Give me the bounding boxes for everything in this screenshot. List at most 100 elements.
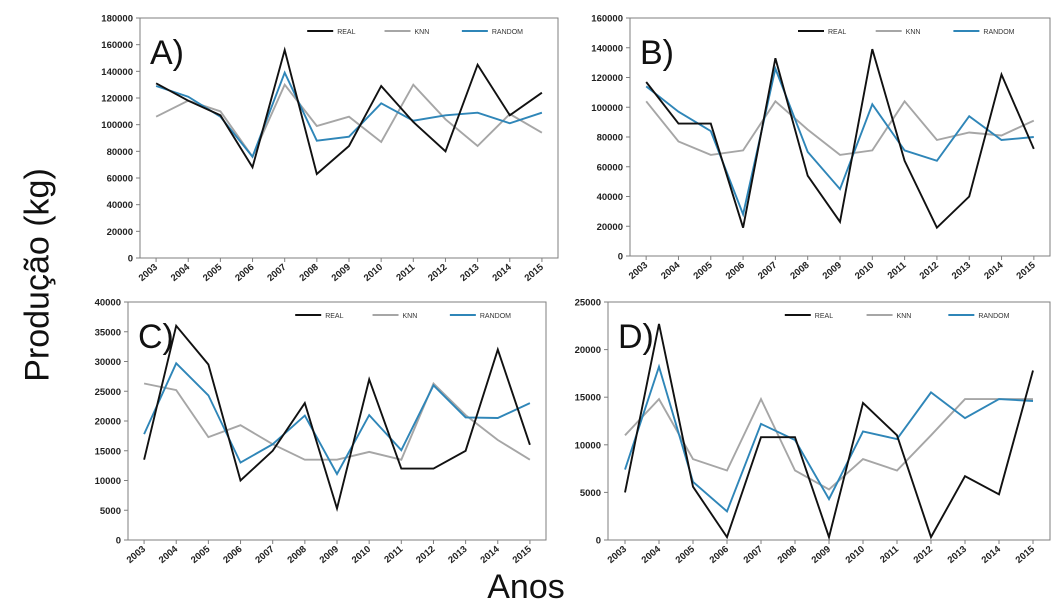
y-tick-label: 140000 <box>591 43 623 54</box>
y-tick-label: 0 <box>618 252 623 263</box>
x-tick-label: 2006 <box>233 262 256 284</box>
legend-label-real: REAL <box>815 313 833 320</box>
x-tick-label: 2015 <box>1014 543 1038 565</box>
series-line-knn <box>645 99 1035 156</box>
series-line-knn <box>624 396 1033 491</box>
x-tick-label: 2013 <box>950 260 973 282</box>
y-tick-label: 25000 <box>95 387 121 398</box>
x-tick-label: 2006 <box>221 544 244 566</box>
y-tick-label: 20000 <box>597 222 623 233</box>
x-tick-label: 2012 <box>918 260 941 282</box>
panel-label: A) <box>150 34 184 72</box>
y-tick-label: 80000 <box>107 147 133 158</box>
y-tick-label: 35000 <box>95 327 121 338</box>
x-tick-label: 2011 <box>886 259 909 281</box>
panel-label: C) <box>138 318 174 356</box>
x-tick-label: 2005 <box>189 543 213 565</box>
panel-c: 0 5000 10000 15000 20000 25000 30000 35000 40000… <box>95 298 547 566</box>
y-tick-label: 120000 <box>591 73 623 84</box>
panel-d: 0 5000 10000 15000 20000 25000 2003 2004 2005 200… <box>575 298 1051 566</box>
x-tick-label: 2012 <box>414 544 437 566</box>
y-tick-label: 10000 <box>95 476 121 487</box>
legend-label-real: REAL <box>828 29 846 36</box>
panel-b: 0 20000 40000 60000 80000 100000 120000 140000 1… <box>591 14 1051 282</box>
plot-frame <box>127 301 547 541</box>
series-line-random <box>624 363 1034 514</box>
y-tick-label: 5000 <box>580 488 601 499</box>
x-tick-label: 2003 <box>627 260 650 282</box>
y-tick-label: 0 <box>596 536 601 547</box>
x-tick-label: 2007 <box>756 260 779 282</box>
series-line-real <box>645 48 1035 230</box>
series-line-real <box>155 46 543 176</box>
x-tick-label: 2009 <box>318 544 341 566</box>
y-tick-label: 25000 <box>575 298 601 309</box>
x-tick-label: 2007 <box>253 544 276 566</box>
y-tick-label: 160000 <box>101 40 133 51</box>
series-line-random <box>645 65 1034 218</box>
y-tick-label: 20000 <box>95 417 121 428</box>
x-tick-label: 2009 <box>810 544 833 566</box>
x-tick-label: 2003 <box>137 262 160 284</box>
panel-a: 0 20000 40000 60000 80000 100000 120000 140000 1… <box>101 14 559 284</box>
series-line-knn <box>143 381 531 461</box>
plot-frame <box>139 17 559 259</box>
x-tick-label: 2014 <box>980 543 1004 565</box>
x-tick-label: 2009 <box>330 262 353 284</box>
x-tick-label: 2015 <box>511 543 535 565</box>
series-line-knn <box>155 82 543 159</box>
y-tick-label: 120000 <box>101 94 133 105</box>
y-tick-label: 80000 <box>597 133 623 144</box>
x-tick-label: 2005 <box>674 543 698 565</box>
x-axis-title: Anos <box>487 568 565 606</box>
x-tick-label: 2011 <box>878 543 901 565</box>
x-tick-label: 2014 <box>490 261 514 283</box>
legend-label-random: RANDOM <box>983 29 1014 36</box>
panel-label: D) <box>618 318 654 356</box>
x-tick-label: 2003 <box>125 544 148 566</box>
legend-label-random: RANDOM <box>978 313 1009 320</box>
legend-label-knn: KNN <box>403 313 418 320</box>
x-tick-label: 2005 <box>201 261 225 283</box>
x-tick-label: 2014 <box>478 543 502 565</box>
x-tick-label: 2010 <box>362 262 385 284</box>
x-tick-label: 2015 <box>1015 259 1039 281</box>
y-tick-label: 60000 <box>597 162 623 173</box>
y-tick-label: 5000 <box>100 506 121 517</box>
x-tick-label: 2005 <box>691 259 715 281</box>
x-tick-label: 2012 <box>426 262 449 284</box>
y-tick-label: 10000 <box>575 440 601 451</box>
x-tick-label: 2010 <box>844 544 867 566</box>
y-tick-label: 30000 <box>95 357 121 368</box>
x-tick-label: 2015 <box>523 261 547 283</box>
x-tick-label: 2004 <box>659 259 683 281</box>
x-tick-label: 2011 <box>394 261 417 283</box>
y-tick-label: 140000 <box>101 67 133 78</box>
legend-label-knn: KNN <box>415 29 430 36</box>
x-tick-label: 2013 <box>446 544 469 566</box>
legend-label-random: RANDOM <box>480 313 511 320</box>
x-tick-label: 2006 <box>708 544 731 566</box>
x-tick-label: 2011 <box>382 543 405 565</box>
series-line-random <box>143 361 531 476</box>
panel-label: B) <box>640 34 674 72</box>
y-tick-label: 20000 <box>575 345 601 356</box>
legend-label-real: REAL <box>325 313 343 320</box>
x-tick-label: 2007 <box>265 262 288 284</box>
y-tick-label: 100000 <box>591 103 623 114</box>
x-tick-label: 2008 <box>788 260 811 282</box>
y-tick-label: 40000 <box>95 298 121 309</box>
y-tick-label: 15000 <box>95 446 121 457</box>
x-tick-label: 2008 <box>298 262 321 284</box>
y-tick-label: 0 <box>116 536 121 547</box>
x-tick-label: 2010 <box>350 544 373 566</box>
x-tick-label: 2010 <box>853 260 876 282</box>
x-tick-label: 2013 <box>946 544 969 566</box>
legend-label-knn: KNN <box>906 29 921 36</box>
y-tick-label: 40000 <box>107 200 133 211</box>
x-tick-label: 2004 <box>169 261 193 283</box>
x-tick-label: 2004 <box>640 543 664 565</box>
x-tick-label: 2009 <box>821 260 844 282</box>
